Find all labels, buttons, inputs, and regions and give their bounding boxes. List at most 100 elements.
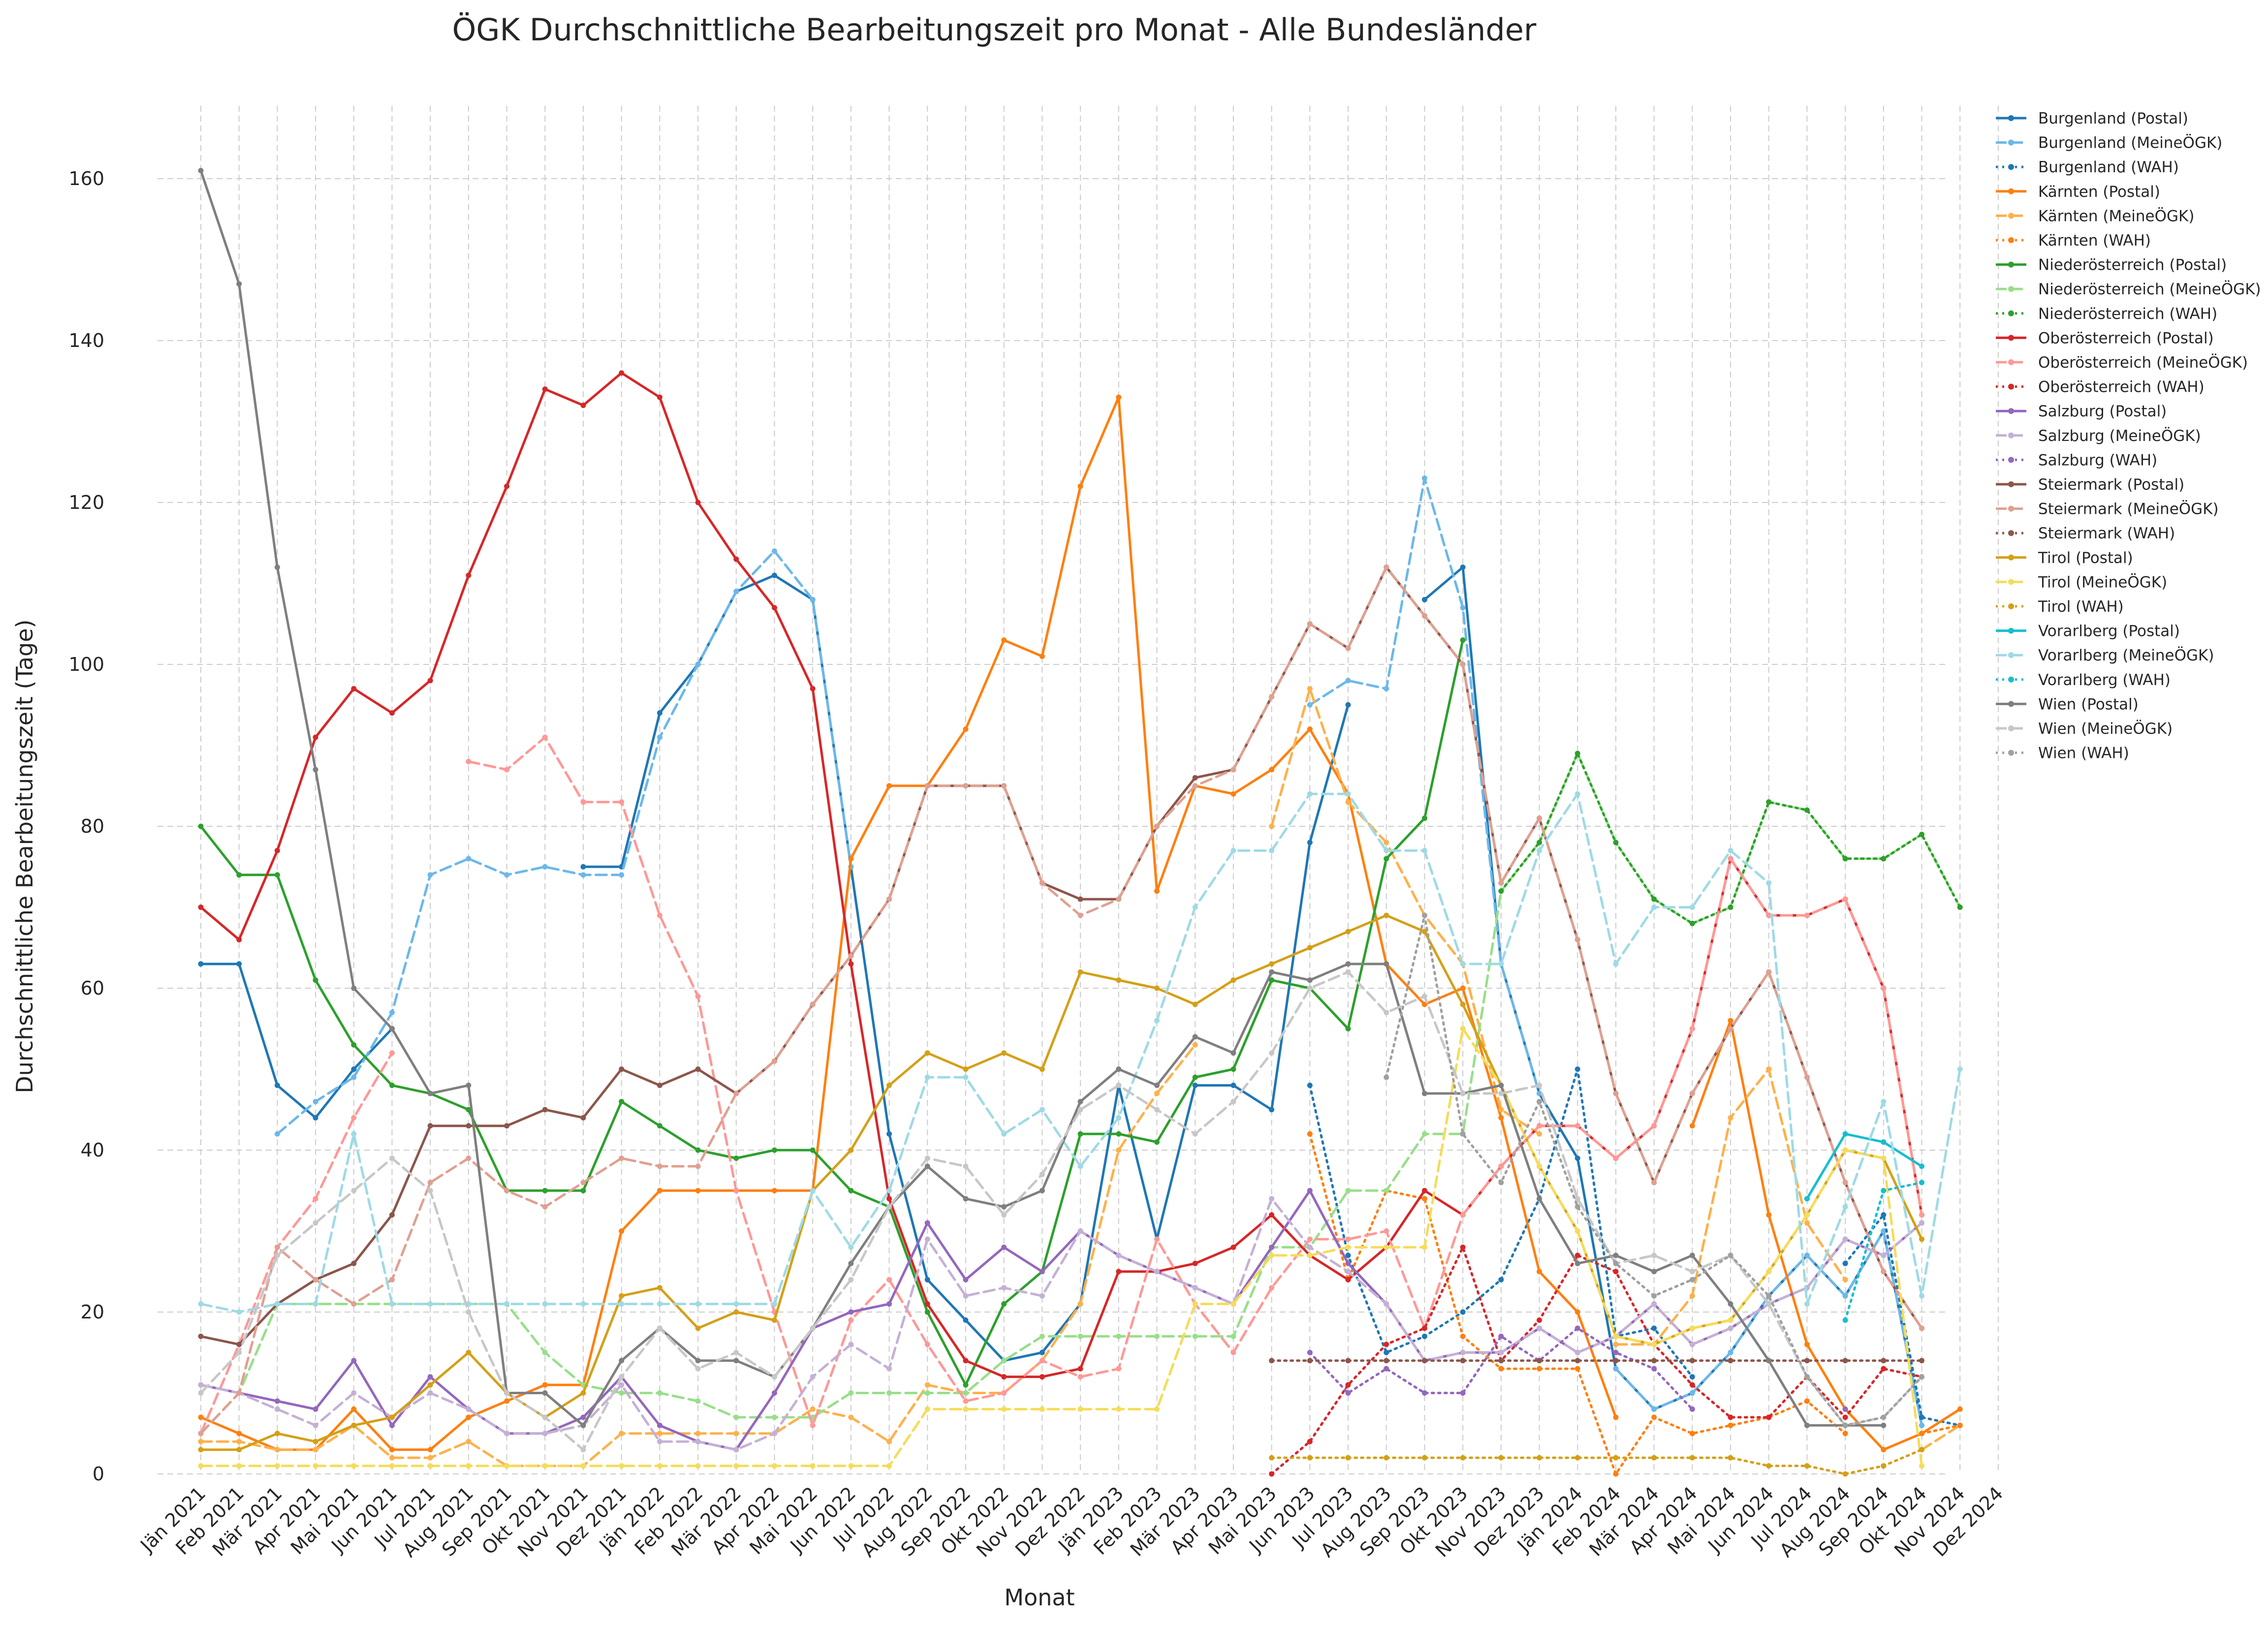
legend-marker [2008, 408, 2014, 414]
y-tick-labels: 0 20 40 60 80 100 120 140 160 [68, 168, 104, 1485]
series-line [199, 566, 1923, 1346]
series-wien-postal- [198, 168, 1887, 1428]
data-point [1345, 1188, 1351, 1193]
legend-marker [2008, 603, 2014, 609]
legend-marker [2008, 627, 2014, 634]
legend-marker [2008, 554, 2014, 561]
series-wien-meineögk- [198, 969, 1924, 1453]
series-line [199, 396, 1617, 1451]
y-tick-label: 0 [93, 1463, 104, 1485]
series-line [199, 1027, 1923, 1468]
legend-marker [2008, 750, 2014, 756]
series-line [1308, 477, 1541, 1095]
data-point [619, 1390, 625, 1396]
series-niederösterreich-postal- [198, 637, 1466, 1388]
series-tirol-wah- [1269, 1447, 1924, 1477]
legend-marker [2008, 213, 2014, 219]
series-line [1385, 914, 1923, 1427]
y-tick-label: 80 [81, 815, 104, 837]
series-salzburg-meineögk- [198, 1196, 1924, 1453]
series-line [199, 1043, 1197, 1468]
series-burgenland-postal- [198, 564, 1924, 1428]
legend-marker [2008, 432, 2014, 438]
legend-entry: Wien (WAH) [2038, 745, 2129, 762]
legend-entry: Vorarlberg (MeineÖGK) [2038, 646, 2214, 664]
legend-entry: Tirol (MeineÖGK) [2038, 573, 2167, 591]
legend-entry: Tirol (WAH) [2038, 598, 2124, 616]
data-point [274, 1301, 280, 1307]
series-line [199, 752, 1961, 1435]
series-line [1308, 1132, 1847, 1475]
series-vorarlberg-meineögk- [198, 791, 1963, 1315]
legend-entry: Salzburg (WAH) [2038, 451, 2157, 469]
legend-marker [2008, 310, 2014, 316]
series-line [1500, 752, 1961, 925]
legend-marker [2008, 725, 2014, 731]
series-line [1308, 1327, 1694, 1410]
data-point [619, 1463, 625, 1469]
series-line [276, 550, 852, 1135]
y-tick-label: 60 [81, 977, 104, 999]
legend-marker [2008, 652, 2014, 658]
data-point [542, 864, 548, 870]
data-point [1919, 1358, 1924, 1364]
legend-entry: Kärnten (WAH) [2038, 232, 2151, 250]
legend-marker [2008, 286, 2014, 292]
legend-marker [2008, 383, 2014, 390]
legend-marker [2008, 481, 2014, 487]
series-line [199, 1197, 1923, 1451]
data-point [1613, 1455, 1619, 1461]
series-line [1921, 1424, 1961, 1451]
series-lines [198, 168, 1963, 1477]
legend-entry: Vorarlberg (WAH) [2038, 671, 2171, 689]
chart-title: ÖGK Durchschnittliche Bearbeitungszeit p… [452, 12, 1537, 48]
legend-marker [2008, 457, 2014, 463]
y-axis-label: Durchschnittliche Bearbeitungszeit (Tage… [11, 620, 38, 1094]
data-point [1689, 1455, 1695, 1461]
legend-entry: Oberösterreich (MeineÖGK) [2038, 353, 2248, 372]
legend-entry: Steiermark (Postal) [2038, 476, 2184, 494]
legend-entry: Burgenland (WAH) [2038, 158, 2179, 176]
series-line [199, 169, 1885, 1427]
series-vorarlberg-wah- [1842, 1180, 1924, 1323]
series-line [1805, 1132, 1923, 1200]
legend-marker [2008, 359, 2014, 365]
series-steiermark-meineögk- [198, 564, 1924, 1437]
legend-entry: Salzburg (MeineÖGK) [2038, 427, 2201, 445]
series-line [1270, 687, 1541, 1135]
series-steiermark-wah- [1269, 1358, 1924, 1364]
data-point [1613, 1358, 1619, 1364]
data-point [1842, 1406, 1848, 1412]
series-kärnten-meineögk- [198, 686, 1963, 1469]
legend-marker [2008, 530, 2014, 536]
y-tick-label: 140 [68, 330, 104, 351]
series-line [199, 372, 1923, 1378]
x-axis-label: Monat [1004, 1584, 1074, 1611]
legend-marker [2008, 261, 2014, 268]
y-tick-label: 120 [68, 492, 104, 513]
legend-entry: Burgenland (MeineÖGK) [2038, 134, 2222, 152]
legend-marker [2008, 579, 2014, 585]
legend-entry: Niederösterreich (Postal) [2038, 256, 2227, 274]
series-line [1844, 1181, 1923, 1321]
data-point [1689, 1358, 1695, 1364]
data-point [1192, 1042, 1198, 1048]
series-oberösterreich-postal- [198, 370, 1924, 1380]
legend-entry: Niederösterreich (MeineÖGK) [2038, 280, 2261, 298]
y-tick-label: 40 [81, 1139, 104, 1161]
legend-entry: Kärnten (MeineÖGK) [2038, 207, 2194, 225]
legend-entry: Kärnten (Postal) [2038, 183, 2160, 201]
legend-entry: Steiermark (MeineÖGK) [2038, 500, 2219, 518]
data-point [1842, 1358, 1848, 1364]
legend-marker [2008, 237, 2014, 243]
legend-marker [2008, 164, 2014, 170]
legend-marker [2008, 335, 2014, 341]
grid-lines [158, 106, 1999, 1474]
series-line [1308, 1068, 1694, 1378]
series-vorarlberg-postal- [1804, 1131, 1924, 1202]
legend-marker [2008, 188, 2014, 194]
series-line [1270, 1448, 1923, 1475]
series-line [199, 1189, 1923, 1451]
data-point [504, 1463, 510, 1469]
